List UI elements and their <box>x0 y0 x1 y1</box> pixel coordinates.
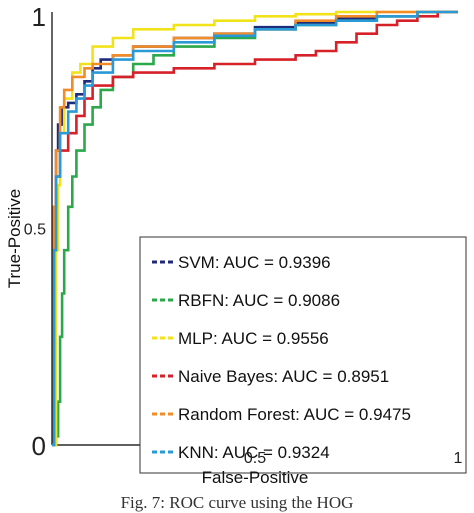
y-axis-title: True-Positive <box>5 189 24 289</box>
legend-box <box>139 236 467 474</box>
legend-label-naive-bayes: Naive Bayes: AUC = 0.8951 <box>178 367 389 386</box>
axis-labels: 0 0.5 1 0.5 1 False-Positive True-Positive <box>5 2 463 487</box>
x-axis-title: False-Positive <box>202 468 309 487</box>
figure-caption: Fig. 7: ROC curve using the HOG <box>120 493 354 512</box>
legend-label-rbfn: RBFN: AUC = 0.9086 <box>178 291 340 310</box>
y-tick-label: 1 <box>32 2 46 32</box>
roc-curve-svm <box>52 10 458 447</box>
roc-curve-naive-bayes <box>52 10 458 447</box>
roc-curve-knn <box>52 10 458 447</box>
y-tick-label: 0 <box>32 431 46 461</box>
legend-label-svm: SVM: AUC = 0.9396 <box>178 253 331 272</box>
roc-curves <box>52 10 458 447</box>
x-tick-label: 1 <box>454 450 463 467</box>
legend-label-knn: KNN: AUC = 0.9324 <box>178 443 330 462</box>
legend-label-mlp: MLP: AUC = 0.9556 <box>178 329 329 348</box>
legend-label-random-forest: Random Forest: AUC = 0.9475 <box>178 405 411 424</box>
y-tick-label: 0.5 <box>24 222 46 239</box>
legend: SVM: AUC = 0.9396 RBFN: AUC = 0.9086 MLP: … <box>139 236 467 474</box>
x-tick-label: 0.5 <box>244 450 266 467</box>
